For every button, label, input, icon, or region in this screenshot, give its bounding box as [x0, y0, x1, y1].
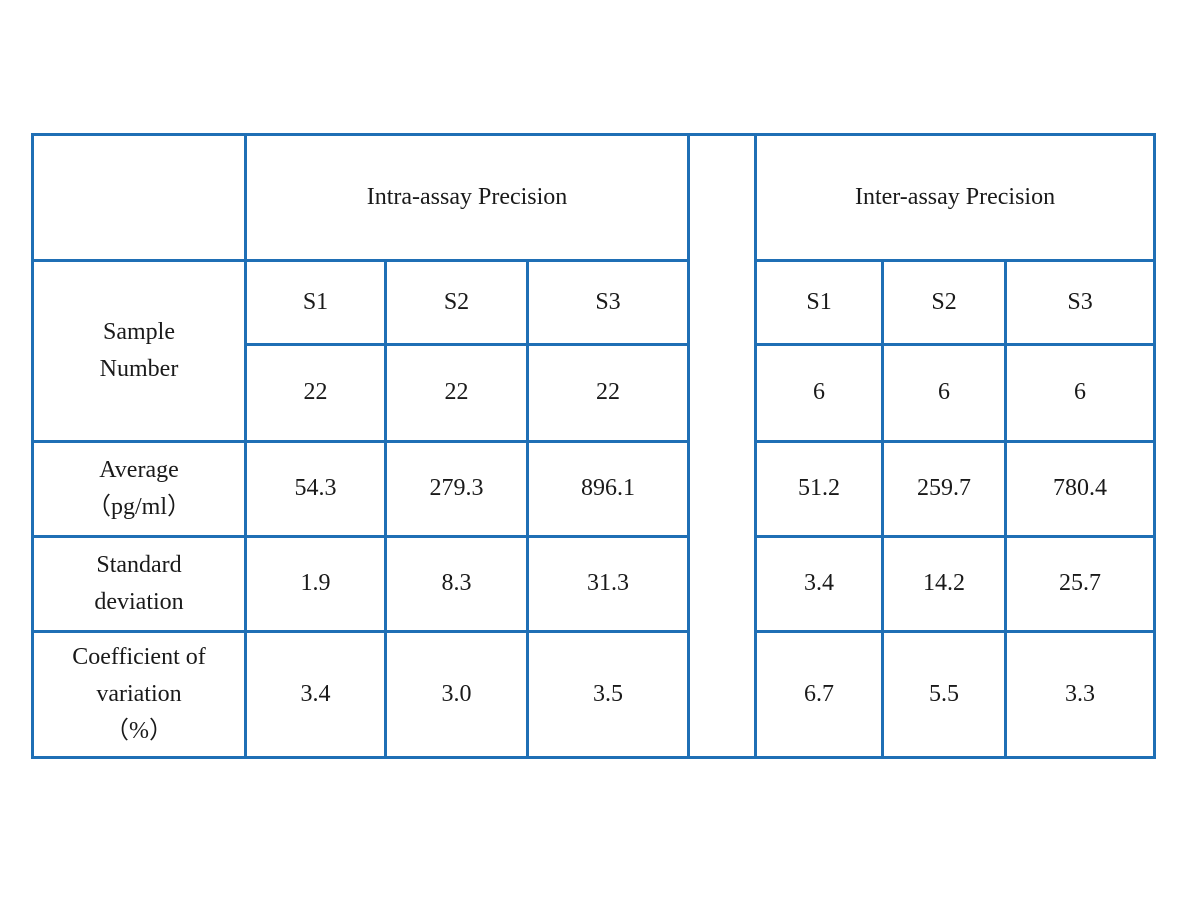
- intra-average-1: 54.3: [244, 440, 387, 538]
- inter-sample-1: S1: [754, 259, 885, 346]
- inter-cv-3: 3.3: [1004, 630, 1157, 759]
- header-row: Intra-assay Precision Inter-assay Precis…: [31, 133, 1157, 759]
- intra-std-dev-2: 8.3: [384, 535, 529, 633]
- average-label-line2: （pg/ml）: [86, 494, 191, 520]
- inter-average-3: 780.4: [1004, 440, 1157, 538]
- inter-std-dev-1: 3.4: [754, 535, 885, 633]
- intra-sample-1: S1: [244, 259, 387, 346]
- std-dev-row: Standard deviation 1.9 8.3 31.3 3.4 14.2…: [31, 535, 1157, 633]
- number-row: 22 22 22 6 6 6: [33, 343, 1157, 443]
- average-label: Average （pg/ml）: [31, 440, 247, 538]
- inter-number-3: 6: [1004, 343, 1157, 443]
- sample-row: Sample Number S1 S2 S3 S1 S2 S3: [31, 259, 1157, 443]
- average-label-line1: Average: [99, 456, 179, 483]
- intra-cv-2: 3.0: [384, 630, 529, 759]
- intra-average-3: 896.1: [525, 440, 691, 538]
- sample-number-label-line1: Sample: [103, 318, 175, 345]
- cv-row: Coefficient of variation （%） 3.4 3.0 3.5…: [31, 630, 1157, 759]
- inter-average-1: 51.2: [754, 440, 885, 538]
- column-gap: [687, 133, 758, 759]
- inter-sample-2: S2: [881, 259, 1008, 346]
- intra-sample-3: S3: [525, 259, 691, 346]
- sample-number-label-line2: Number: [99, 356, 179, 382]
- precision-table: Intra-assay Precision Inter-assay Precis…: [31, 133, 1157, 759]
- inter-cv-1: 6.7: [754, 630, 885, 759]
- std-dev-label: Standard deviation: [31, 535, 247, 633]
- cv-label-line3: （%）: [105, 718, 173, 745]
- intra-std-dev-1: 1.9: [244, 535, 387, 633]
- intra-cv-1: 3.4: [244, 630, 387, 759]
- intra-number-1: 22: [244, 343, 387, 443]
- inter-number-2: 6: [881, 343, 1008, 443]
- inter-cv-2: 5.5: [881, 630, 1008, 759]
- intra-std-dev-3: 31.3: [525, 535, 691, 633]
- intra-number-2: 22: [384, 343, 529, 443]
- inter-average-2: 259.7: [881, 440, 1008, 538]
- intra-average-2: 279.3: [384, 440, 529, 538]
- std-dev-label-line1: Standard: [96, 551, 182, 578]
- average-row: Average （pg/ml） 54.3 279.3 896.1 51.2 25…: [31, 440, 1157, 538]
- intra-cv-3: 3.5: [525, 630, 691, 759]
- std-dev-label-line2: deviation: [94, 589, 184, 615]
- intra-assay-header: Intra-assay Precision: [243, 133, 691, 262]
- inter-assay-header: Inter-assay Precision: [754, 133, 1157, 262]
- intra-number-3: 22: [525, 343, 691, 443]
- corner-cell: [31, 133, 247, 262]
- sample-number-label: Sample Number: [31, 259, 247, 443]
- cv-label-line2: variation: [96, 680, 182, 707]
- inter-number-1: 6: [754, 343, 885, 443]
- cv-label-line1: Coefficient of: [72, 643, 206, 670]
- cv-label: Coefficient of variation （%）: [31, 630, 247, 759]
- inter-std-dev-3: 25.7: [1004, 535, 1157, 633]
- inter-sample-3: S3: [1004, 259, 1157, 346]
- inter-std-dev-2: 14.2: [881, 535, 1008, 633]
- intra-sample-2: S2: [384, 259, 529, 346]
